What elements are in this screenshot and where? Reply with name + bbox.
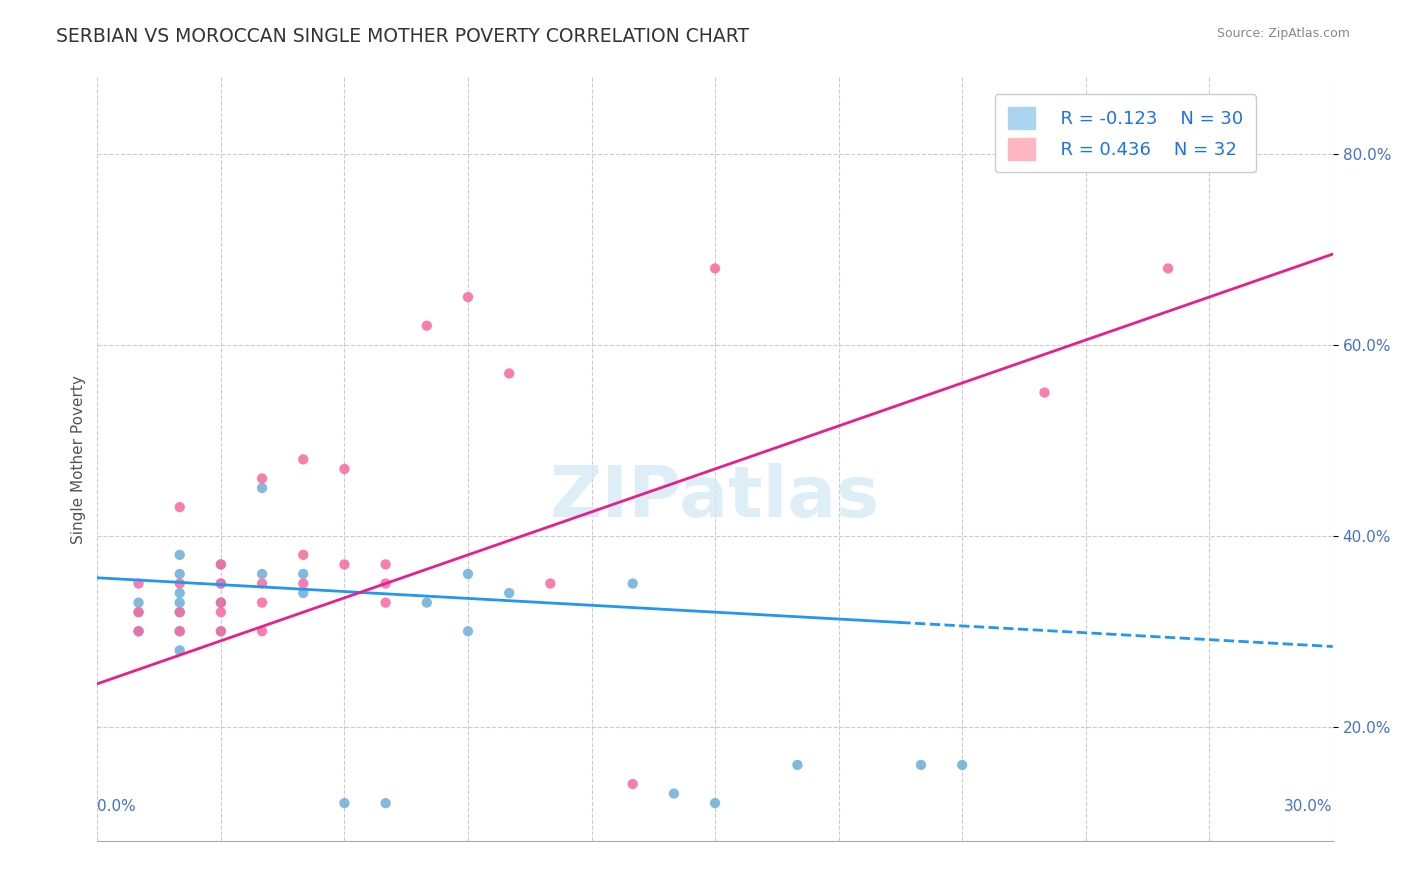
Point [209,596,232,610]
Point [333,796,356,810]
Point [169,548,191,562]
Point [250,471,273,485]
Point [292,548,315,562]
Point [292,566,315,581]
Point [374,596,396,610]
Point [169,596,191,610]
Point [128,624,150,639]
Point [209,596,232,610]
Point [128,596,150,610]
Y-axis label: Single Mother Poverty: Single Mother Poverty [72,375,86,544]
Point [250,624,273,639]
Point [169,643,191,657]
Point [169,500,191,515]
Text: SERBIAN VS MOROCCAN SINGLE MOTHER POVERTY CORRELATION CHART: SERBIAN VS MOROCCAN SINGLE MOTHER POVERT… [56,27,749,45]
Point [1033,385,1056,400]
Text: 30.0%: 30.0% [1284,798,1333,814]
Point [169,586,191,600]
Legend:   R = -0.123    N = 30,   R = 0.436    N = 32: R = -0.123 N = 30, R = 0.436 N = 32 [995,95,1256,172]
Point [1157,261,1180,276]
Point [704,796,727,810]
Point [128,605,150,619]
Point [292,452,315,467]
Point [169,566,191,581]
Point [786,758,808,772]
Point [250,596,273,610]
Text: ZIPatlas: ZIPatlas [550,463,880,532]
Point [128,576,150,591]
Point [416,596,439,610]
Point [950,758,973,772]
Point [292,576,315,591]
Point [538,576,561,591]
Point [250,576,273,591]
Point [457,290,479,304]
Point [169,576,191,591]
Point [910,758,932,772]
Point [209,558,232,572]
Point [250,566,273,581]
Point [498,586,520,600]
Point [292,586,315,600]
Point [374,558,396,572]
Point [128,624,150,639]
Point [704,261,727,276]
Point [416,318,439,333]
Point [169,605,191,619]
Point [333,462,356,476]
Point [457,624,479,639]
Point [621,576,644,591]
Point [621,777,644,791]
Point [662,787,685,801]
Point [209,624,232,639]
Point [169,624,191,639]
Point [333,558,356,572]
Point [209,605,232,619]
Point [209,576,232,591]
Point [209,624,232,639]
Text: Source: ZipAtlas.com: Source: ZipAtlas.com [1216,27,1350,40]
Point [209,558,232,572]
Point [457,566,479,581]
Point [169,624,191,639]
Point [209,576,232,591]
Point [374,576,396,591]
Point [169,605,191,619]
Point [374,796,396,810]
Point [498,367,520,381]
Point [128,605,150,619]
Point [250,481,273,495]
Text: 0.0%: 0.0% [97,798,136,814]
